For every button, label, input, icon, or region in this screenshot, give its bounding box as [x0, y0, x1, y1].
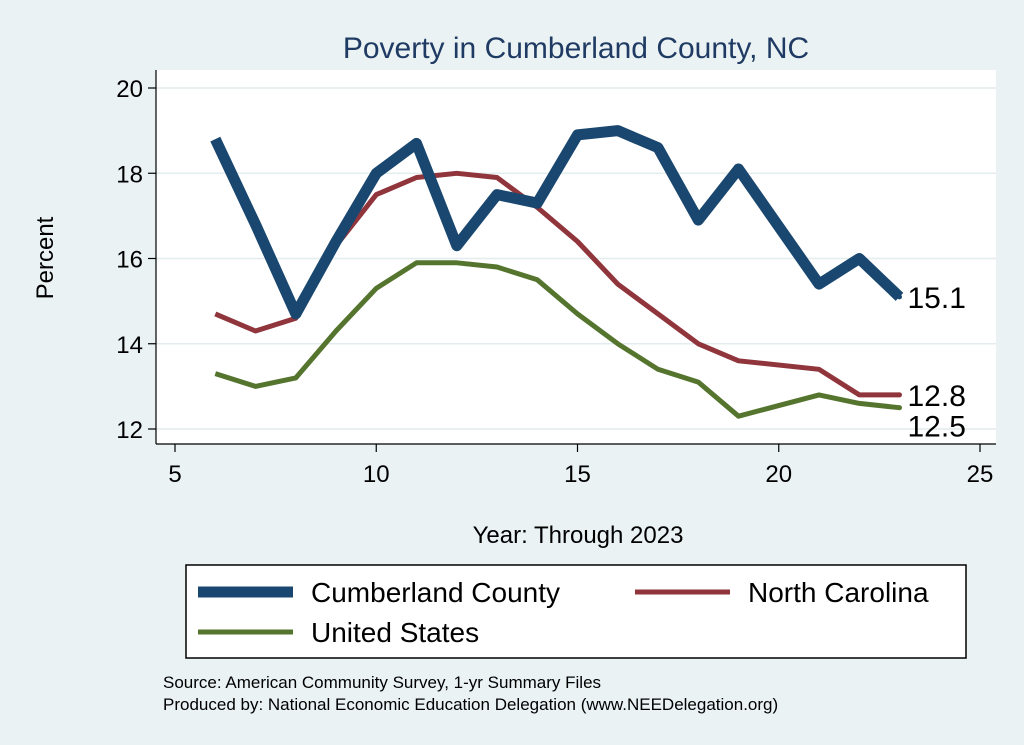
x-axis-title: Year: Through 2023: [473, 522, 684, 549]
series-lines: [210, 125, 904, 419]
y-tick-label: 12: [116, 417, 143, 444]
series-end-point: [897, 392, 902, 398]
y-axis-title: Percent: [32, 216, 59, 299]
series-end-point: [897, 405, 902, 411]
legend: Cumberland County North Carolina United St…: [198, 577, 929, 648]
gridlines: [156, 87, 996, 430]
series-line-united-states: [214, 260, 900, 419]
source-note: Source: American Community Survey, 1-yr …: [163, 673, 601, 692]
legend-label: United States: [311, 617, 479, 648]
y-tick-label: 18: [116, 161, 143, 188]
axes: 12 14 16 18 20 5 10 15 20 25: [116, 70, 996, 488]
x-tick-label: 10: [363, 461, 390, 488]
x-tick-label: 20: [765, 461, 792, 488]
end-label-value: 12.8: [908, 380, 966, 413]
legend-label: North Carolina: [748, 577, 929, 608]
legend-label: Cumberland County: [311, 577, 560, 608]
series-line-cumberland-county: [210, 125, 904, 320]
y-tick-label: 20: [116, 76, 143, 103]
end-labels: 15.1 12.812.5: [908, 282, 966, 444]
x-tick-label: 15: [564, 461, 591, 488]
end-label-value: 15.1: [908, 282, 966, 315]
legend-box: [185, 564, 967, 659]
end-label-value: 12.5: [908, 411, 966, 444]
chart-title: Poverty in Cumberland County, NC: [343, 32, 809, 65]
x-tick-label: 5: [168, 461, 181, 488]
x-tick-label: 25: [967, 461, 994, 488]
plot-area: [156, 70, 996, 444]
series-end-point: [897, 294, 902, 300]
y-tick-label: 14: [116, 332, 143, 359]
producer-note: Produced by: National Economic Education…: [163, 695, 778, 714]
y-tick-label: 16: [116, 247, 143, 274]
